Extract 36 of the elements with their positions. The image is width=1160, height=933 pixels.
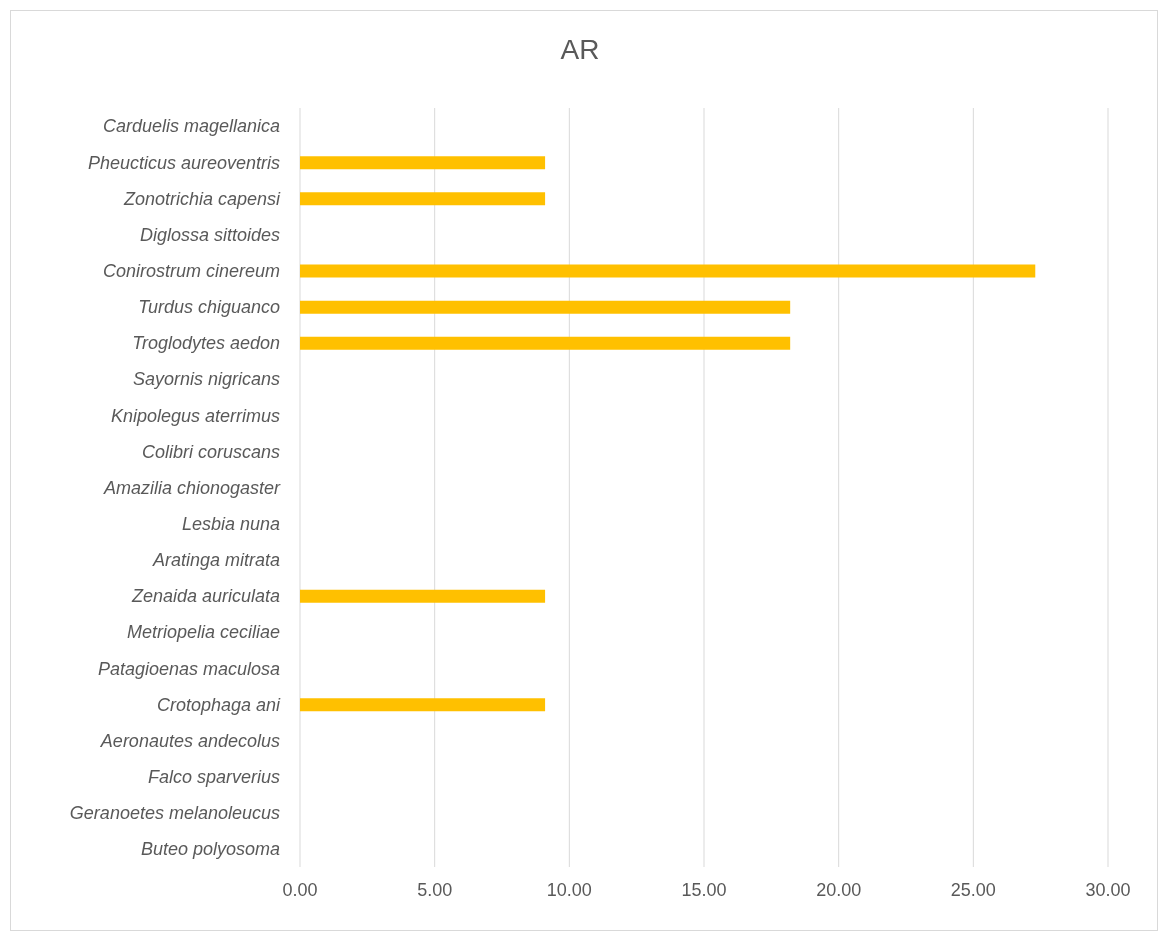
y-tick-label: Aeronautes andecolus (99, 730, 280, 751)
bar (300, 589, 546, 603)
y-tick-label: Conirostrum cinereum (102, 261, 280, 282)
x-tick-label: 25.00 (950, 879, 996, 900)
y-tick-label: Patagioenas maculosa (97, 658, 280, 679)
x-tick-label: 15.00 (681, 879, 727, 900)
x-tick-label: 10.00 (546, 879, 592, 900)
y-tick-label: Knipolegus aterrimus (110, 405, 280, 426)
bar (300, 300, 791, 314)
chart-title: AR (559, 34, 601, 66)
bar (300, 698, 546, 712)
x-tick-label: 5.00 (417, 879, 453, 900)
y-tick-label: Diglossa sittoides (139, 224, 280, 245)
x-tick-label: 30.00 (1085, 879, 1131, 900)
y-tick-label: Sayornis nigricans (132, 369, 280, 390)
y-tick-label: Zenaida auriculata (130, 586, 280, 607)
x-tick-label: 20.00 (816, 879, 862, 900)
y-tick-label: Carduelis magellanica (102, 116, 280, 137)
y-tick-label: Troglodytes aedon (132, 333, 280, 354)
y-tick-label: Amazilia chionogaster (102, 477, 281, 498)
y-tick-label: Aratinga mitrata (151, 550, 280, 571)
x-tick-label: 0.00 (282, 879, 318, 900)
y-tick-label: Geranoetes melanoleucus (69, 803, 280, 824)
y-tick-label: Zonotrichia capensi (122, 188, 281, 209)
bar (300, 336, 791, 350)
y-tick-label: Crotophaga ani (156, 694, 281, 715)
y-tick-label: Buteo polyosoma (140, 839, 280, 860)
bar (300, 156, 546, 170)
y-tick-label: Falco sparverius (147, 767, 280, 788)
y-tick-label: Metriopelia ceciliae (126, 622, 280, 643)
y-tick-label: Turdus chiguanco (138, 297, 280, 318)
bar (300, 264, 1036, 278)
y-tick-label: Pheucticus aureoventris (87, 152, 280, 173)
y-tick-label: Lesbia nuna (181, 514, 280, 535)
y-tick-label: Colibri coruscans (141, 441, 280, 462)
bar (300, 192, 546, 206)
